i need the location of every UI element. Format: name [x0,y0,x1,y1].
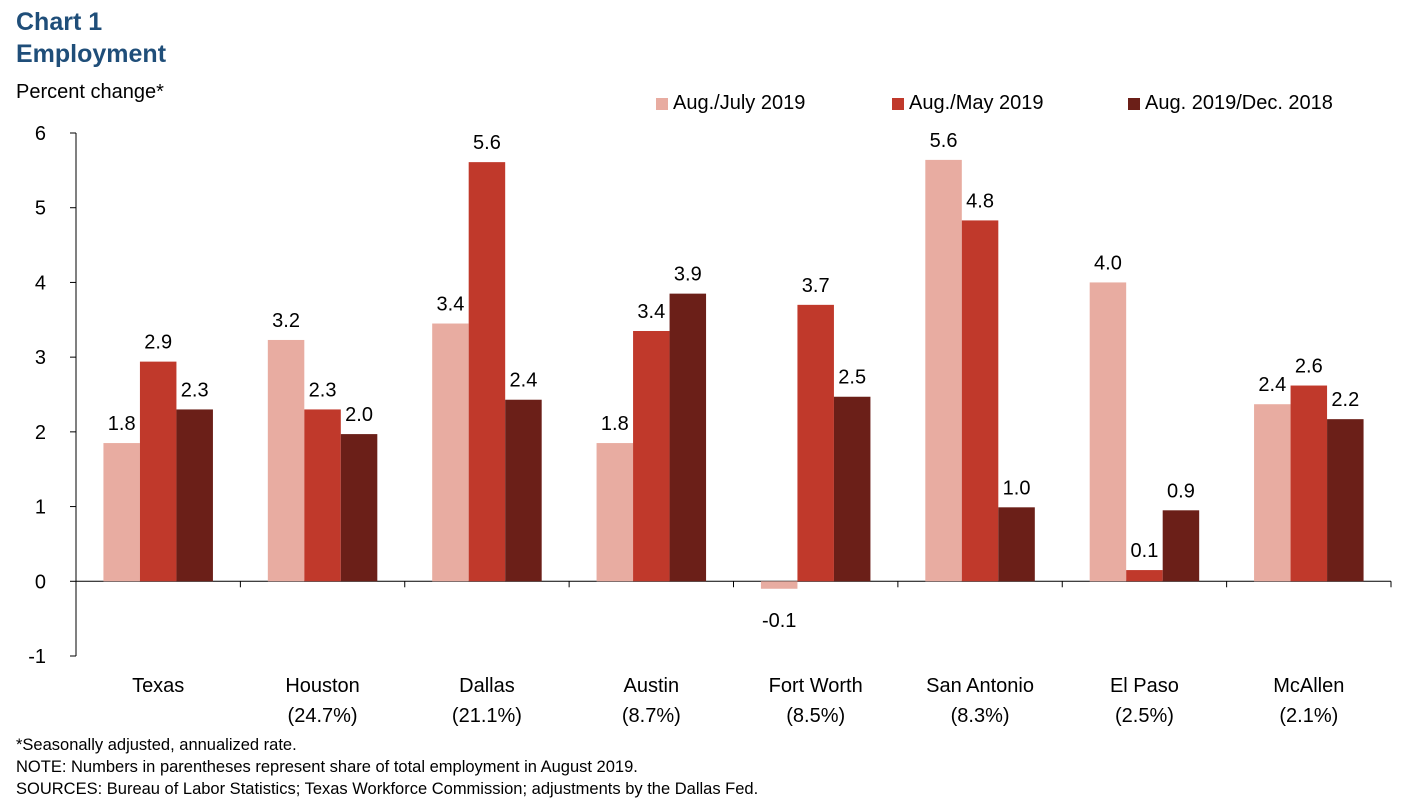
data-label: 3.7 [802,275,830,297]
bar [103,443,140,582]
data-label: 2.4 [1258,374,1286,396]
bar [1254,404,1291,582]
category-label: Houston [285,675,360,697]
y-axis-label: Percent change* [16,81,164,103]
data-label: 2.6 [1295,356,1323,378]
category-label: Fort Worth [769,675,863,697]
data-label: 4.0 [1094,252,1122,274]
chart-title-line2: Employment [16,40,167,68]
bar [1126,570,1163,582]
legend-swatch-1 [892,97,904,110]
data-label: 5.6 [930,130,958,152]
data-label: 1.0 [1003,477,1031,499]
data-label: 2.0 [345,404,373,426]
data-label: 4.8 [966,190,994,212]
category-label: McAllen [1273,675,1344,697]
y-tick-label: 6 [35,123,46,145]
category-sublabel: (21.1%) [452,705,522,727]
category-sublabel: (2.5%) [1115,705,1174,727]
y-tick-label: -1 [28,646,46,668]
bar [760,581,798,589]
footnote-note: NOTE: Numbers in parentheses represent s… [16,758,638,776]
footnote-seasonal: *Seasonally adjusted, annualized rate. [16,736,297,754]
category-sublabel: (8.5%) [786,705,845,727]
category-sublabel: (8.7%) [622,705,681,727]
bar [669,293,707,582]
category-label: San Antonio [926,675,1034,697]
category-label: El Paso [1110,675,1179,697]
legend-swatch-0 [656,97,668,110]
footnotes: *Seasonally adjusted, annualized rate. N… [16,734,758,800]
data-label: 2.2 [1331,389,1359,411]
data-label: 0.9 [1167,480,1195,502]
bar [633,330,670,582]
category-sublabel: (8.3%) [951,705,1010,727]
data-label: 2.3 [181,379,209,401]
legend-label-0: Aug./July 2019 [673,92,806,114]
bar [596,443,634,582]
data-label: 5.6 [473,132,501,154]
y-tick-label: 1 [35,497,46,519]
bar [468,162,506,582]
chart-title: Chart 1 Employment [16,6,166,70]
legend-item-2: Aug. 2019/Dec. 2018 [1128,92,1333,115]
legend-item-1: Aug./May 2019 [892,92,1044,115]
legend-item-0: Aug./July 2019 [656,92,805,115]
data-label: 2.4 [510,370,538,392]
bar [998,507,1035,582]
bar [1089,282,1127,582]
data-label: 0.1 [1131,540,1159,562]
data-label: 2.3 [309,379,337,401]
y-tick-label: 2 [35,422,46,444]
data-label: 3.9 [674,264,702,286]
category-sublabel: (24.7%) [288,705,358,727]
bar [505,399,542,582]
bar [1162,510,1200,582]
data-label: 1.8 [601,413,629,435]
bar [1327,419,1364,582]
y-tick-label: 0 [35,571,46,593]
y-tick-label: 4 [35,272,46,294]
bar [139,361,177,582]
bar [432,323,469,582]
y-tick-label: 5 [35,198,46,220]
data-label: -0.1 [762,610,796,632]
category-sublabel: (2.1%) [1279,705,1338,727]
bar [833,396,871,582]
legend: Aug./July 2019 Aug./May 2019 Aug. 2019/D… [0,92,1422,118]
legend-label-2: Aug. 2019/Dec. 2018 [1145,92,1333,114]
bar [925,159,962,582]
bar [1290,385,1328,582]
data-label: 2.9 [144,332,172,354]
bar [961,220,999,582]
bar [797,304,834,582]
bar [340,434,378,582]
y-tick-label: 3 [35,347,46,369]
bar [267,339,305,582]
legend-label-1: Aug./May 2019 [909,92,1044,114]
bar [304,409,341,582]
bar [176,409,213,582]
category-label: Austin [624,675,680,697]
data-label: 3.4 [437,294,465,316]
data-label: 2.5 [838,367,866,389]
category-label: Texas [132,675,184,697]
data-label: 3.2 [272,310,300,332]
footnote-sources: SOURCES: Bureau of Labor Statistics; Tex… [16,780,759,798]
category-label: Dallas [459,675,515,697]
data-label: 1.8 [108,413,136,435]
legend-swatch-2 [1128,97,1140,110]
chart-title-line1: Chart 1 [16,8,103,36]
data-label: 3.4 [637,301,665,323]
bar-chart: -1 0 1 2 3 4 5 6 1.8 2.9 2.3 Texas 3.2 2.3 2.0 Houston (… [28,123,1392,727]
